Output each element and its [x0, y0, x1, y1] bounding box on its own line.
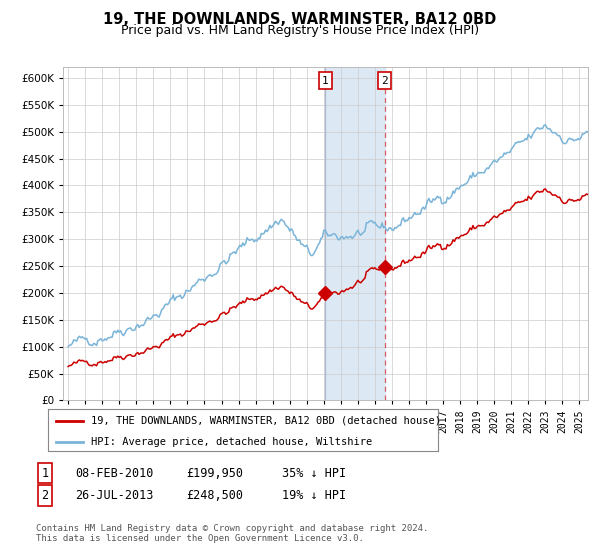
Text: 2: 2 — [381, 76, 388, 86]
Text: HPI: Average price, detached house, Wiltshire: HPI: Average price, detached house, Wilt… — [91, 437, 372, 446]
Text: 26-JUL-2013: 26-JUL-2013 — [75, 489, 154, 502]
Text: £199,950: £199,950 — [186, 466, 243, 480]
Text: 08-FEB-2010: 08-FEB-2010 — [75, 466, 154, 480]
Bar — [325, 67, 385, 400]
Text: 19, THE DOWNLANDS, WARMINSTER, BA12 0BD (detached house): 19, THE DOWNLANDS, WARMINSTER, BA12 0BD … — [91, 416, 441, 426]
Text: 19% ↓ HPI: 19% ↓ HPI — [282, 489, 346, 502]
Text: £248,500: £248,500 — [186, 489, 243, 502]
Text: 1: 1 — [322, 76, 329, 86]
Text: 35% ↓ HPI: 35% ↓ HPI — [282, 466, 346, 480]
Text: 1: 1 — [41, 466, 49, 480]
Text: Price paid vs. HM Land Registry's House Price Index (HPI): Price paid vs. HM Land Registry's House … — [121, 24, 479, 36]
Text: Contains HM Land Registry data © Crown copyright and database right 2024.
This d: Contains HM Land Registry data © Crown c… — [36, 524, 428, 543]
Text: 2: 2 — [41, 489, 49, 502]
Text: 19, THE DOWNLANDS, WARMINSTER, BA12 0BD: 19, THE DOWNLANDS, WARMINSTER, BA12 0BD — [103, 12, 497, 27]
